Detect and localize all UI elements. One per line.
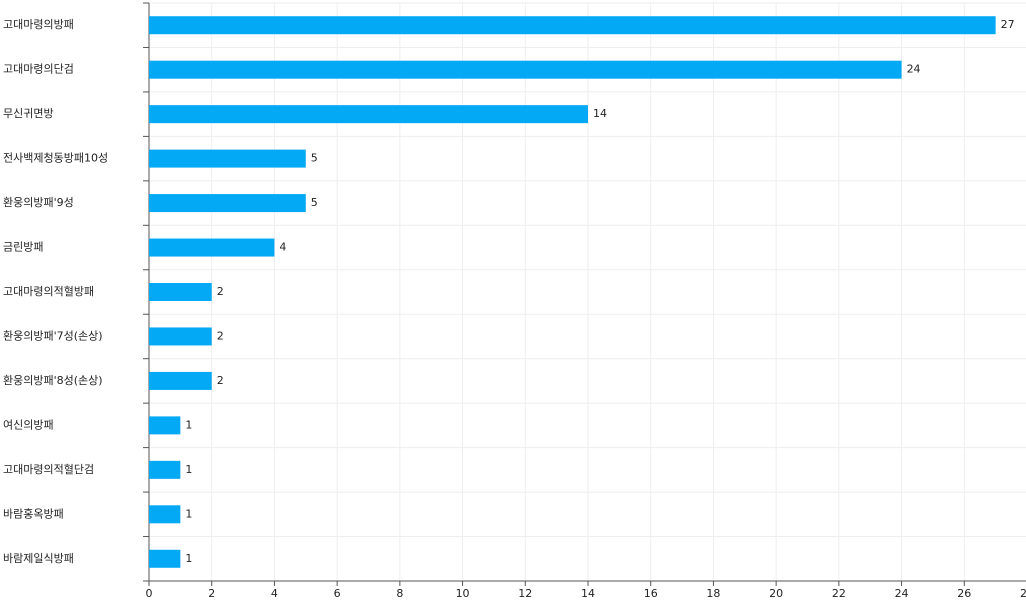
x-tick-label: 8 <box>396 587 403 600</box>
bar <box>149 416 181 435</box>
bar <box>149 105 588 124</box>
y-tick-label: 바람제일식방패 <box>3 551 74 565</box>
y-tick-label: 고대마령의단검 <box>3 63 74 76</box>
bar <box>149 60 902 79</box>
y-tick-label: 환웅의방패'9성 <box>3 196 74 209</box>
x-tick-label: 12 <box>518 587 532 600</box>
y-tick-label: 고대마령의방패 <box>3 18 74 31</box>
y-tick-label: 고대마령의적혈단검 <box>3 462 94 476</box>
bar <box>149 238 275 257</box>
y-tick-label: 무신귀면방 <box>3 107 54 120</box>
bar <box>149 16 996 35</box>
y-tick-label: 환웅의방패'8성(손상) <box>3 374 103 387</box>
x-tick-label: 26 <box>957 587 971 600</box>
bar <box>149 505 181 524</box>
value-label: 1 <box>185 507 192 520</box>
x-tick-label: 2 <box>208 587 215 600</box>
y-tick-label: 금린방패 <box>3 241 43 254</box>
bar <box>149 194 306 213</box>
value-label: 24 <box>907 63 921 76</box>
value-label: 4 <box>279 241 286 254</box>
bar <box>149 327 212 346</box>
value-label: 1 <box>185 552 192 565</box>
bar <box>149 283 212 301</box>
value-label: 27 <box>1001 18 1015 31</box>
value-label: 2 <box>217 329 224 342</box>
x-tick-label: 10 <box>456 587 470 600</box>
y-tick-label: 여신의방패 <box>3 418 54 431</box>
value-label: 1 <box>185 463 192 476</box>
y-tick-label: 전사백제청동방패10성 <box>3 152 108 165</box>
bar <box>149 460 181 479</box>
bar <box>149 371 212 390</box>
y-tick-label: 환웅의방패'7성(손상) <box>3 329 103 342</box>
x-tick-label: 16 <box>644 587 658 600</box>
bar <box>149 549 181 568</box>
y-tick-label: 고대마령의적혈방패 <box>3 284 94 298</box>
x-tick-label: 18 <box>706 587 720 600</box>
value-label: 5 <box>311 152 318 165</box>
value-label: 1 <box>185 418 192 431</box>
x-tick-label: 22 <box>832 587 846 600</box>
x-tick-label: 6 <box>334 587 341 600</box>
x-tick-label: 0 <box>146 587 153 600</box>
y-tick-label: 바람홍옥방패 <box>3 506 64 520</box>
value-label: 5 <box>311 196 318 209</box>
value-label: 2 <box>217 374 224 387</box>
x-tick-label: 4 <box>271 587 278 600</box>
x-tick-label: 28 <box>1020 587 1026 600</box>
x-tick-label: 24 <box>895 587 909 600</box>
x-tick-label: 20 <box>769 587 783 600</box>
bar <box>149 149 306 168</box>
x-tick-label: 14 <box>581 587 595 600</box>
value-label: 2 <box>217 285 224 298</box>
value-label: 14 <box>593 107 607 120</box>
